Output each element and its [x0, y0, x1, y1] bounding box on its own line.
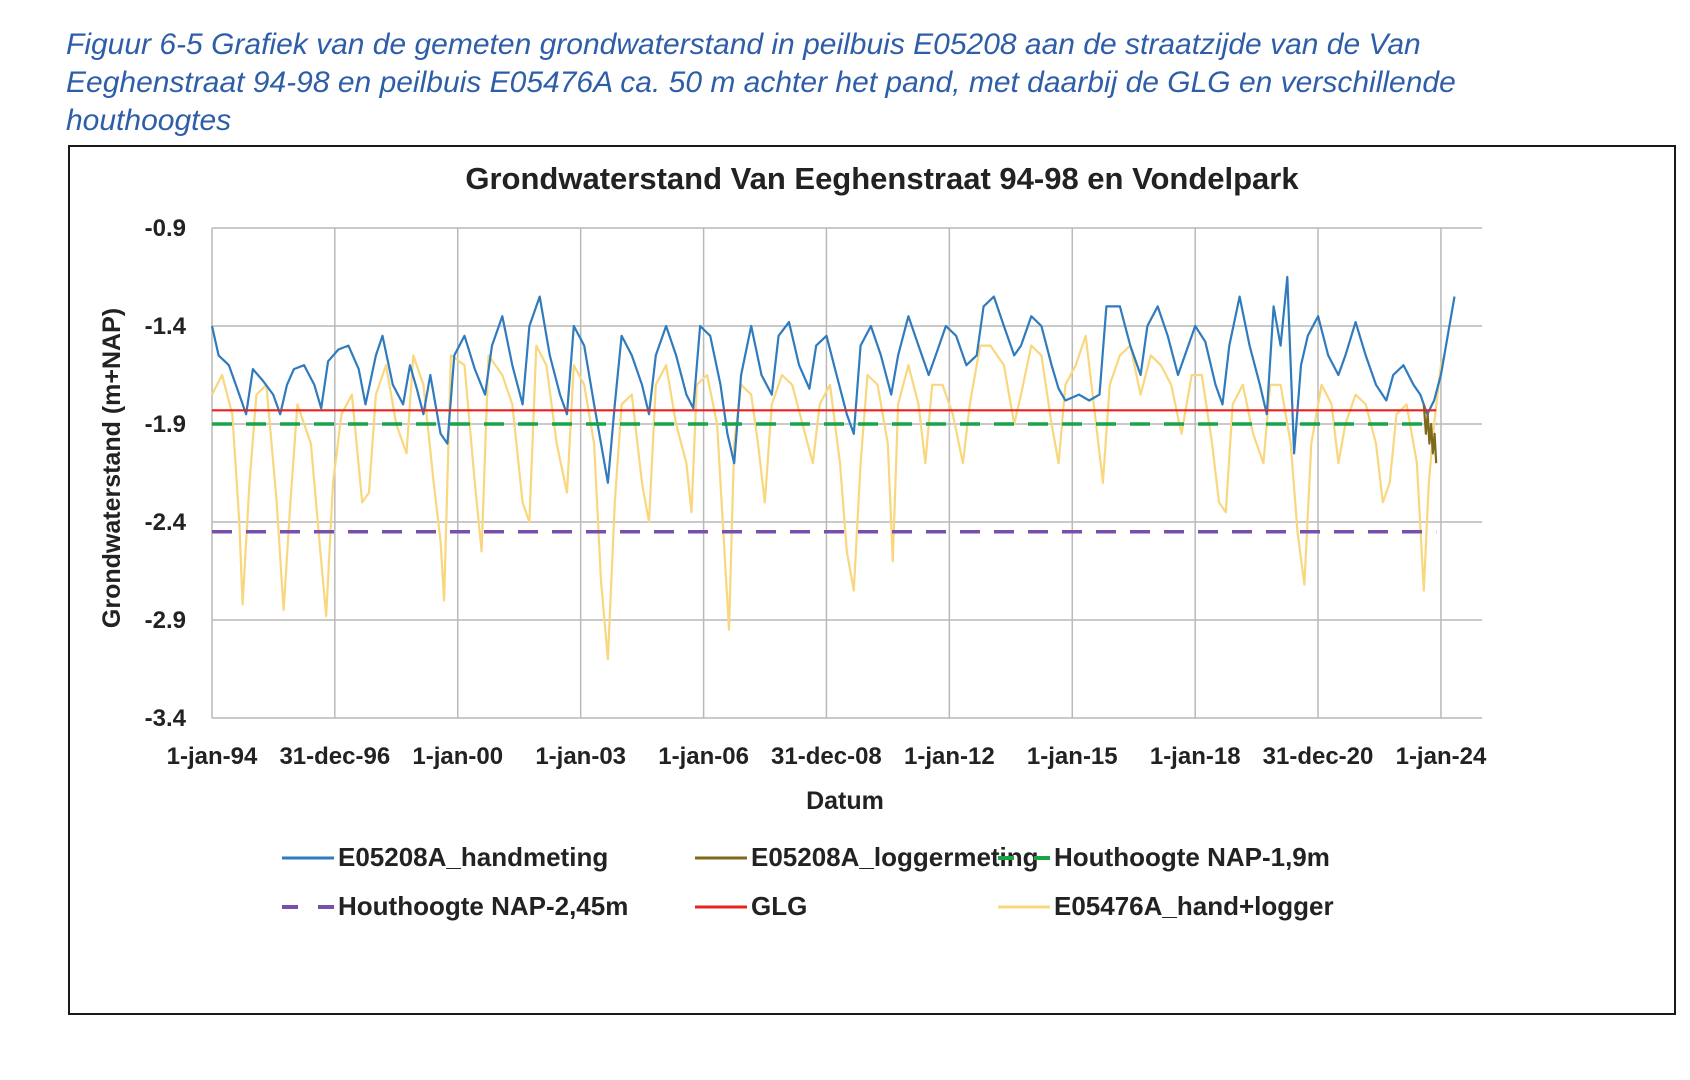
x-tick-label: 1-jan-03 — [535, 743, 626, 770]
x-tick-label: 31-dec-96 — [279, 743, 390, 770]
legend-label: GLG — [751, 891, 807, 921]
y-tick-label: -2.4 — [145, 509, 187, 536]
y-tick-label: -3.4 — [145, 705, 187, 732]
series-line-e05476a-hand-logger — [211, 334, 1446, 661]
chart-frame: Grondwaterstand Van Eeghenstraat 94-98 e… — [68, 145, 1676, 1015]
legend-label: E05208A_loggermeting — [751, 842, 1039, 872]
x-tick-label: 1-jan-00 — [412, 743, 503, 770]
y-tick-label: -1.9 — [145, 411, 186, 438]
x-tick-label: 31-dec-08 — [771, 743, 882, 770]
x-tick-label: 31-dec-20 — [1263, 743, 1374, 770]
y-tick-labels: -0.9 -1.4 -1.9 -2.4 -2.9 -3.4 — [145, 215, 187, 732]
x-tick-labels: 1-jan-94 31-dec-96 1-jan-00 1-jan-03 1-jan-0… — [167, 743, 1487, 770]
caption-line-3: houthoogtes — [66, 104, 232, 137]
legend-label: Houthoogte NAP-2,45m — [338, 891, 628, 921]
legend-label: Houthoogte NAP-1,9m — [1054, 842, 1330, 872]
x-tick-label: 1-jan-18 — [1150, 743, 1241, 770]
series-line-e05208a-handmeting — [210, 275, 1456, 484]
x-tick-label: 1-jan-24 — [1396, 743, 1487, 770]
x-tick-label: 1-jan-12 — [904, 743, 995, 770]
series-line-e05208a-loggermeting — [1422, 404, 1438, 464]
groundwater-chart: Grondwaterstand Van Eeghenstraat 94-98 e… — [98, 161, 1487, 921]
y-tick-label: -1.4 — [145, 313, 187, 340]
caption-line-2: Eeghenstraat 94-98 en peilbuis E05476A c… — [66, 66, 1456, 99]
grid-lines — [211, 227, 1482, 719]
legend-label: E05476A_hand+logger — [1054, 891, 1334, 921]
figure-caption: Figuur 6-5 Grafiek van de gemeten grondw… — [66, 26, 1626, 140]
y-axis-label: Grondwaterstand (m+NAP) — [98, 308, 126, 628]
y-tick-label: -2.9 — [145, 607, 186, 634]
chart-title: Grondwaterstand Van Eeghenstraat 94-98 e… — [465, 161, 1299, 196]
x-axis-label: Datum — [806, 787, 884, 815]
series-lines — [210, 275, 1456, 661]
legend-label: E05208A_handmeting — [338, 842, 608, 872]
caption-line-1: Figuur 6-5 Grafiek van de gemeten grondw… — [66, 28, 1421, 61]
x-tick-label: 1-jan-94 — [167, 743, 258, 770]
x-tick-label: 1-jan-06 — [658, 743, 749, 770]
y-tick-label: -0.9 — [145, 215, 186, 242]
chart-legend: E05208A_handmeting E05208A_loggermeting Ho… — [282, 842, 1334, 921]
x-tick-label: 1-jan-15 — [1027, 743, 1118, 770]
